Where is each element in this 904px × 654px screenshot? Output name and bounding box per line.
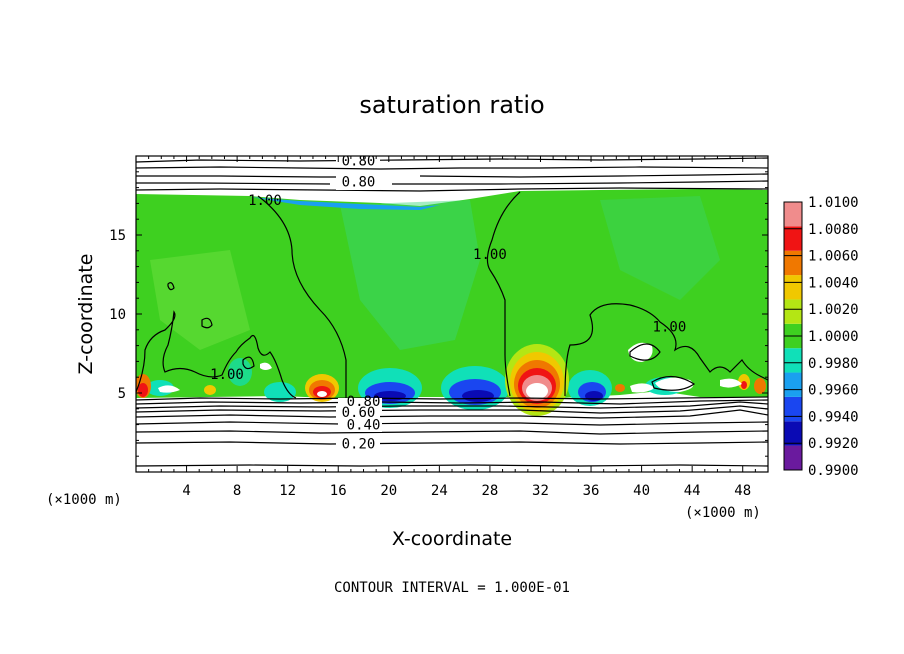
contour-label-backgrounds xyxy=(336,156,382,452)
y-axis-label: Z-coordinate xyxy=(75,254,97,375)
upper-dry-edge xyxy=(250,197,440,210)
colorbar: 0.9900 0.9920 0.9940 0.9960 0.9980 1.0000 1.00… xyxy=(783,195,859,479)
cloud-gaps xyxy=(158,342,742,393)
colorbar-label: 0.9960 xyxy=(808,383,859,399)
colorbar-swatch xyxy=(784,445,802,470)
colorbar-swatch xyxy=(784,372,802,397)
x-tick-label: 12 xyxy=(279,483,296,499)
moist-streak xyxy=(600,196,720,300)
chart-title: saturation ratio xyxy=(359,91,544,119)
colorbar-swatch xyxy=(784,275,802,300)
contour-label: 0.80 xyxy=(342,154,376,170)
x-tick-label: 24 xyxy=(431,483,448,499)
x-tick-label: 4 xyxy=(182,483,190,499)
x-tick-label: 8 xyxy=(233,483,241,499)
colorbar-label: 0.9920 xyxy=(808,436,859,452)
moist-streak xyxy=(150,250,250,350)
x-tick-label: 44 xyxy=(684,483,701,499)
y-axis: 5 10 15 xyxy=(109,171,768,457)
contour-label: 0.40 xyxy=(347,418,381,434)
colorbar-swatch xyxy=(784,396,802,422)
x-tick-label: 36 xyxy=(583,483,600,499)
x-tick-label: 28 xyxy=(481,483,498,499)
x-axis: 4 8 12 16 20 24 28 32 36 40 44 48 xyxy=(148,156,756,499)
contour-label: 1.00 xyxy=(248,193,282,209)
contour-label: 0.60 xyxy=(342,405,376,421)
x-axis-unit-left: (×1000 m) xyxy=(46,492,122,508)
contour-label: 0.80 xyxy=(342,174,376,190)
colorbar-swatch xyxy=(784,202,802,227)
contour-label: 1.00 xyxy=(653,320,687,336)
colorbar-swatch xyxy=(784,299,802,324)
contour-lines xyxy=(136,157,768,467)
colorbar-label: 1.0020 xyxy=(808,302,859,318)
colorbar-swatch xyxy=(784,421,802,446)
moist-streak xyxy=(340,200,480,350)
saturated-layer-fill xyxy=(136,189,768,398)
colorbar-label: 0.9940 xyxy=(808,409,859,425)
colorbar-label: 1.0000 xyxy=(808,329,859,345)
x-tick-label: 48 xyxy=(734,483,751,499)
colorbar-label: 1.0060 xyxy=(808,249,859,265)
contour-label: 0.80 xyxy=(347,394,381,410)
colorbar-swatch xyxy=(784,250,802,276)
x-tick-label: 16 xyxy=(330,483,347,499)
colorbar-label: 0.9900 xyxy=(808,463,859,479)
y-tick-label: 15 xyxy=(109,228,126,244)
plot-area: 0.800.801.001.001.001.000.800.600.400.20 xyxy=(136,154,768,472)
contour-label: 1.00 xyxy=(210,367,244,383)
colorbar-swatch xyxy=(784,226,802,251)
contour-interval-note: CONTOUR INTERVAL = 1.000E-01 xyxy=(334,580,570,596)
colorbar-swatch xyxy=(784,348,802,373)
y-tick-label: 10 xyxy=(109,307,126,323)
x-tick-label: 20 xyxy=(380,483,397,499)
contour-label: 0.20 xyxy=(342,437,376,453)
contour-label: 1.00 xyxy=(473,247,507,263)
y-tick-label: 5 xyxy=(118,386,126,402)
x-axis-unit-right: (×1000 m) xyxy=(685,505,761,521)
colorbar-label: 0.9980 xyxy=(808,356,859,372)
x-tick-label: 40 xyxy=(633,483,650,499)
x-axis-label: X-coordinate xyxy=(392,528,512,550)
colorbar-label: 1.0040 xyxy=(808,275,859,291)
colorbar-label: 1.0080 xyxy=(808,222,859,238)
x-tick-label: 32 xyxy=(532,483,549,499)
colorbar-label: 1.0100 xyxy=(808,195,859,211)
